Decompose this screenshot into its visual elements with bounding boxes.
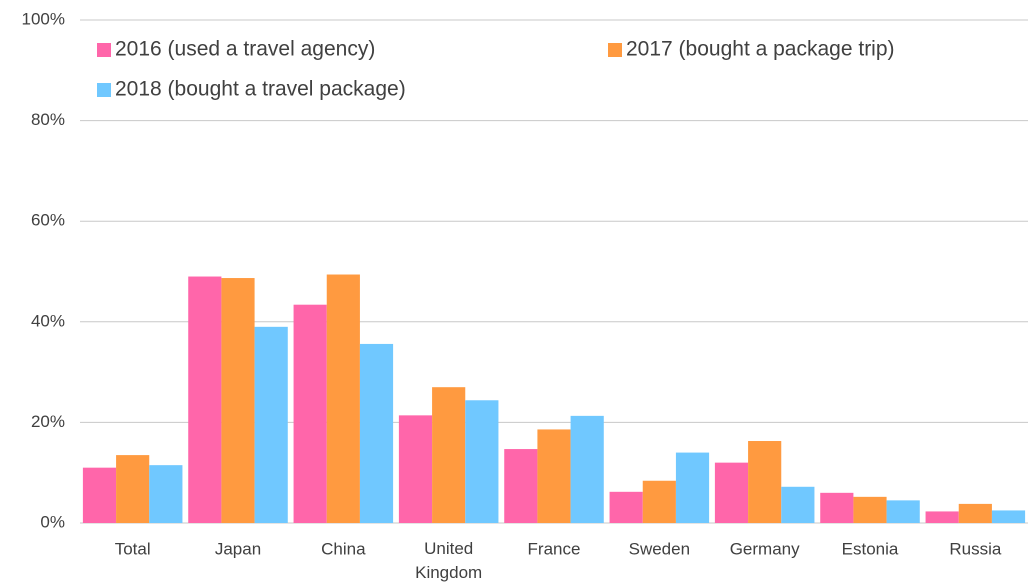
bar xyxy=(504,449,538,523)
y-tick-label: 60% xyxy=(31,211,65,230)
bar xyxy=(359,343,394,523)
legend-label: 2017 (bought a package trip) xyxy=(626,38,895,61)
bar xyxy=(293,304,327,523)
legend-swatch xyxy=(97,43,111,57)
bar xyxy=(991,510,1026,523)
bar xyxy=(570,415,604,523)
x-tick-label: Russia xyxy=(949,539,1002,558)
legend-swatch xyxy=(97,83,111,97)
bar xyxy=(82,467,117,523)
bar xyxy=(149,465,183,523)
bar xyxy=(326,274,360,523)
legend-label: 2018 (bought a travel package) xyxy=(115,78,406,101)
y-tick-label: 80% xyxy=(31,110,65,129)
bar xyxy=(958,503,992,523)
x-tick-label: Total xyxy=(115,539,151,558)
x-tick-label: France xyxy=(528,539,581,558)
bar xyxy=(748,441,782,523)
y-tick-label: 20% xyxy=(31,412,65,431)
bar xyxy=(221,278,255,523)
legend-label: 2016 (used a travel agency) xyxy=(115,38,375,61)
bar xyxy=(116,455,150,523)
legend-swatch xyxy=(608,43,622,57)
y-tick-label: 0% xyxy=(40,512,65,531)
x-tick-label: Japan xyxy=(215,539,261,558)
bar xyxy=(537,429,571,523)
bar xyxy=(188,276,222,523)
bar xyxy=(781,486,815,523)
y-tick-label: 40% xyxy=(31,311,65,330)
bar xyxy=(925,511,959,523)
bar xyxy=(820,492,854,523)
bar xyxy=(432,387,466,523)
x-tick-label: United Kingdom xyxy=(415,539,482,582)
x-tick-label: China xyxy=(321,539,366,558)
bar xyxy=(642,480,676,523)
bar xyxy=(853,496,887,523)
bar xyxy=(675,452,710,523)
y-tick-label: 100% xyxy=(22,9,65,28)
bar xyxy=(398,415,433,523)
bar xyxy=(254,326,288,523)
bar xyxy=(465,400,499,523)
x-tick-label: Germany xyxy=(730,539,800,558)
x-tick-label: Estonia xyxy=(842,539,899,558)
bar xyxy=(886,500,920,523)
bar xyxy=(609,491,643,523)
bar xyxy=(714,462,749,523)
x-tick-label: Sweden xyxy=(629,539,690,558)
